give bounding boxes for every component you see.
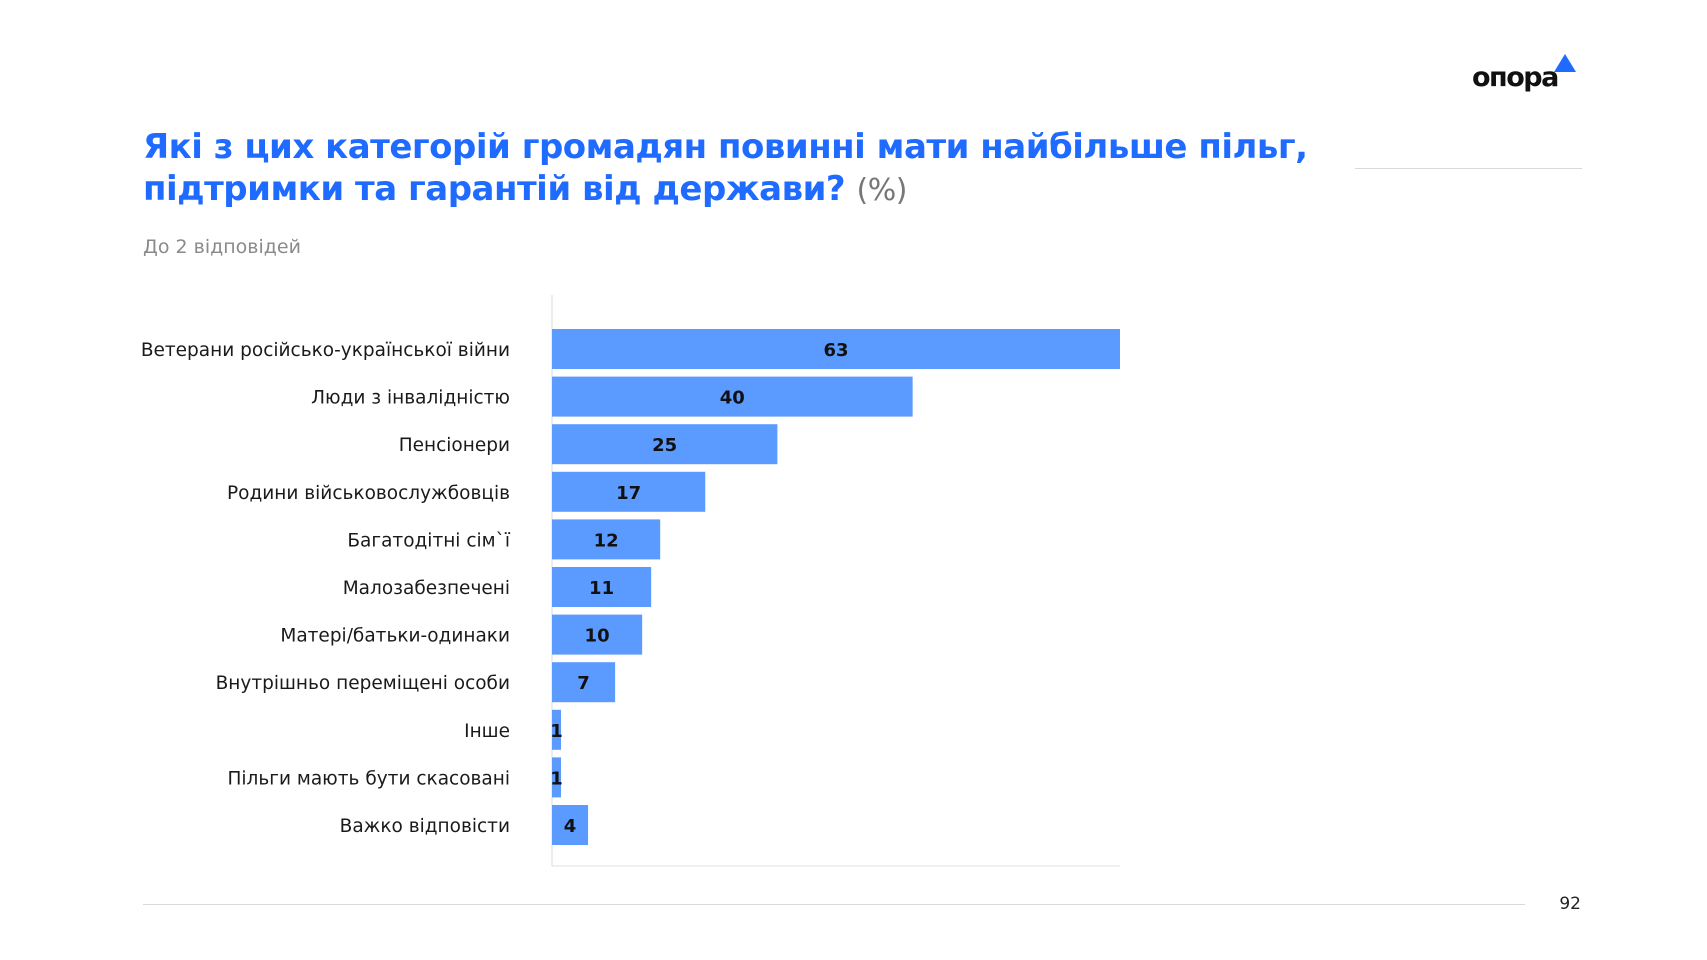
category-label: Пільги мають бути скасовані — [227, 768, 510, 789]
bar — [552, 757, 562, 798]
bar — [552, 471, 706, 512]
logo-text: опора — [1472, 62, 1559, 93]
data-label: 10 — [585, 626, 610, 647]
bar — [552, 805, 589, 845]
bar — [552, 614, 643, 655]
title-text: Які з цих категорій громадян повинні мат… — [143, 127, 1308, 209]
bar — [552, 424, 778, 465]
data-label: 1 — [550, 721, 563, 742]
data-label: 63 — [823, 340, 848, 361]
page-number: 92 — [1559, 894, 1581, 914]
header-divider — [1355, 168, 1582, 169]
bar — [552, 376, 913, 417]
bar — [552, 329, 1120, 369]
bar — [552, 567, 652, 607]
opora-logo: опора — [1472, 52, 1582, 100]
bar — [552, 709, 562, 750]
data-label: 1 — [550, 768, 563, 789]
bar — [552, 519, 661, 560]
chart-title: Які з цих категорій громадян повинні мат… — [143, 126, 1343, 212]
category-label: Малозабезпечені — [343, 578, 510, 599]
bar — [552, 662, 616, 703]
category-label: Люди з інвалідністю — [311, 388, 510, 409]
category-label: Інше — [464, 721, 510, 742]
footer-divider — [143, 904, 1525, 905]
data-label: 4 — [564, 816, 577, 837]
triangle-icon — [1554, 54, 1576, 72]
category-label: Важко відповісти — [340, 816, 510, 837]
data-label: 25 — [652, 435, 677, 456]
category-label: Родини військовослужбовців — [227, 483, 510, 504]
title-unit: (%) — [856, 173, 908, 208]
category-label: Матері/батьки-одинаки — [280, 626, 510, 647]
category-label: Багатодітні сім`ї — [347, 530, 511, 551]
data-label: 40 — [720, 388, 745, 409]
data-label: 11 — [589, 578, 614, 599]
chart-subtitle: До 2 відповідей — [143, 236, 301, 258]
category-label: Ветерани російсько-української війни — [141, 340, 510, 361]
data-label: 7 — [577, 673, 590, 694]
data-label: 17 — [616, 483, 641, 504]
category-label: Пенсіонери — [399, 435, 510, 456]
data-label: 12 — [594, 530, 619, 551]
category-label: Внутрішньо переміщені особи — [216, 673, 510, 694]
